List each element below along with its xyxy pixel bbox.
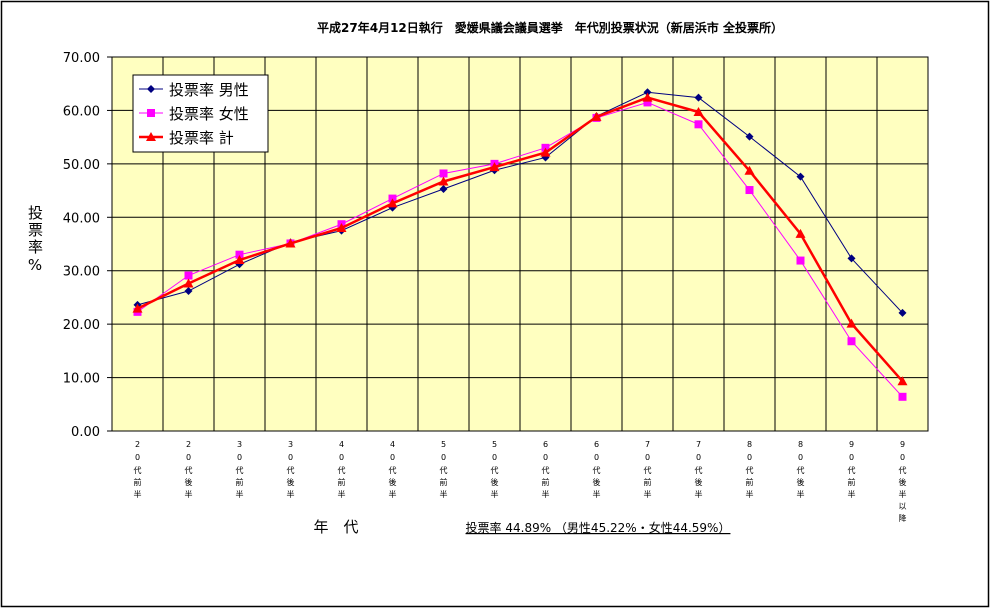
marker (643, 88, 652, 97)
marker (846, 318, 857, 328)
marker (387, 198, 398, 208)
marker (643, 98, 652, 107)
marker (796, 172, 805, 181)
marker (336, 222, 347, 232)
x-tick-label: 30代前半 (235, 440, 244, 502)
x-tick-label: 70代後半 (694, 440, 703, 502)
marker (184, 287, 193, 296)
marker (796, 256, 805, 265)
x-axis-label: 年 代 (313, 518, 358, 536)
marker (438, 176, 449, 186)
annotation: 投票率 44.89% （男性45.22%・女性44.59%） (466, 520, 731, 535)
x-tick-label: 50代前半 (439, 440, 448, 502)
x-tick-label: 20代前半 (133, 440, 142, 502)
marker (745, 186, 754, 195)
y-tick-label: 20.00 (63, 318, 100, 333)
marker (235, 250, 244, 259)
marker (234, 255, 245, 265)
marker (694, 120, 703, 129)
marker (132, 303, 143, 313)
marker (745, 132, 754, 141)
marker (489, 162, 500, 172)
x-tick-label: 80代後半 (796, 440, 805, 502)
legend-marker (146, 132, 156, 141)
x-tick-label: 70代前半 (643, 440, 652, 502)
y-tick-label: 10.00 (63, 372, 100, 387)
marker (795, 228, 806, 238)
y-tick-label: 50.00 (63, 158, 100, 173)
marker (540, 147, 551, 157)
series-line (136, 96, 904, 383)
marker (898, 308, 907, 317)
marker (744, 165, 755, 175)
marker (847, 254, 856, 263)
series-line (137, 101, 903, 398)
marker (694, 93, 703, 102)
y-axis-label: 投票率% (26, 205, 44, 276)
marker (847, 337, 856, 346)
marker (693, 107, 704, 117)
legend-label: 投票率 男性 (169, 81, 249, 99)
marker (439, 184, 448, 193)
x-tick-label: 90代後半以降 (898, 440, 907, 526)
marker (184, 271, 193, 280)
marker (285, 238, 296, 248)
y-tick-label: 40.00 (63, 211, 100, 226)
legend-marker (147, 109, 155, 117)
series-line (137, 91, 903, 314)
y-tick-label: 0.00 (71, 425, 100, 440)
x-tick-label: 60代前半 (541, 440, 550, 502)
x-tick-label: 50代後半 (490, 440, 499, 502)
marker (642, 92, 653, 102)
y-tick-label: 60.00 (63, 104, 100, 119)
marker (897, 376, 908, 386)
marker (591, 111, 602, 121)
y-tick-label: 30.00 (63, 265, 100, 280)
marker (898, 392, 907, 401)
marker (183, 278, 194, 288)
legend-marker (147, 85, 155, 93)
x-tick-label: 60代後半 (592, 440, 601, 502)
chart-title: 平成27年4月12日執行 愛媛県議会議員選挙 年代別投票状況（新居浜市 全投票所… (317, 20, 783, 35)
legend-label: 投票率 計 (169, 129, 234, 147)
legend-label: 投票率 女性 (169, 105, 249, 123)
x-tick-label: 40代前半 (337, 440, 346, 502)
x-tick-label: 80代前半 (745, 440, 754, 502)
x-tick-label: 90代前半 (847, 440, 856, 502)
x-tick-label: 40代後半 (388, 440, 397, 502)
x-tick-label: 20代後半 (184, 440, 193, 502)
y-tick-label: 70.00 (63, 51, 100, 66)
marker (439, 169, 448, 178)
x-tick-label: 30代後半 (286, 440, 295, 502)
